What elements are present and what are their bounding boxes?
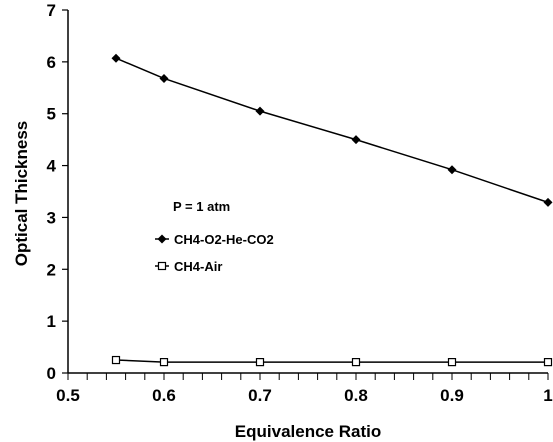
legend-label: CH4-O2-He-CO2: [174, 232, 274, 247]
series-2: [111, 355, 553, 367]
x-tick-label: 0.9: [440, 386, 464, 405]
x-tick-label: 0.5: [56, 386, 80, 405]
legend-label: CH4-Air: [174, 259, 222, 274]
y-tick-label: 0: [47, 364, 56, 383]
tick-marks: [62, 9, 549, 380]
y-tick-label: 5: [47, 105, 56, 124]
legend-marker: [157, 234, 167, 244]
x-axis-title: Equivalence Ratio: [235, 422, 381, 441]
series-layer: [111, 53, 553, 367]
data-point: [111, 355, 121, 365]
data-point: [543, 197, 553, 207]
y-tick-label: 4: [47, 157, 57, 176]
series-line: [115, 359, 548, 363]
y-tick-label: 6: [47, 53, 56, 72]
x-tick-label: 0.8: [344, 386, 368, 405]
data-point: [543, 358, 553, 367]
data-point: [351, 135, 361, 145]
series-line: [115, 57, 549, 204]
series-1: [111, 53, 553, 207]
legend: CH4-O2-He-CO2 CH4-Air: [155, 232, 274, 274]
y-axis-title: Optical Thickness: [12, 121, 31, 267]
y-tick-label: 2: [47, 260, 56, 279]
data-point: [351, 358, 361, 367]
axes: [67, 10, 548, 374]
x-tick-label: 1: [543, 386, 552, 405]
y-tick-label: 7: [47, 1, 56, 20]
data-point: [255, 106, 265, 116]
data-point: [159, 73, 169, 83]
data-point: [447, 358, 457, 367]
pressure-annotation: P = 1 atm: [173, 199, 230, 214]
data-point: [159, 358, 169, 367]
x-tick-label: 0.6: [152, 386, 176, 405]
data-point: [255, 358, 265, 367]
x-tick-label: 0.7: [248, 386, 272, 405]
data-point: [111, 53, 121, 63]
legend-marker: [157, 261, 167, 271]
data-point: [447, 165, 457, 175]
y-tick-label: 1: [47, 312, 56, 331]
y-tick-label: 3: [47, 208, 56, 227]
tick-labels: 0 1 2 3 4 5 6 7 0.5 0.6 0.7 0.8 0.9 1: [47, 1, 553, 405]
